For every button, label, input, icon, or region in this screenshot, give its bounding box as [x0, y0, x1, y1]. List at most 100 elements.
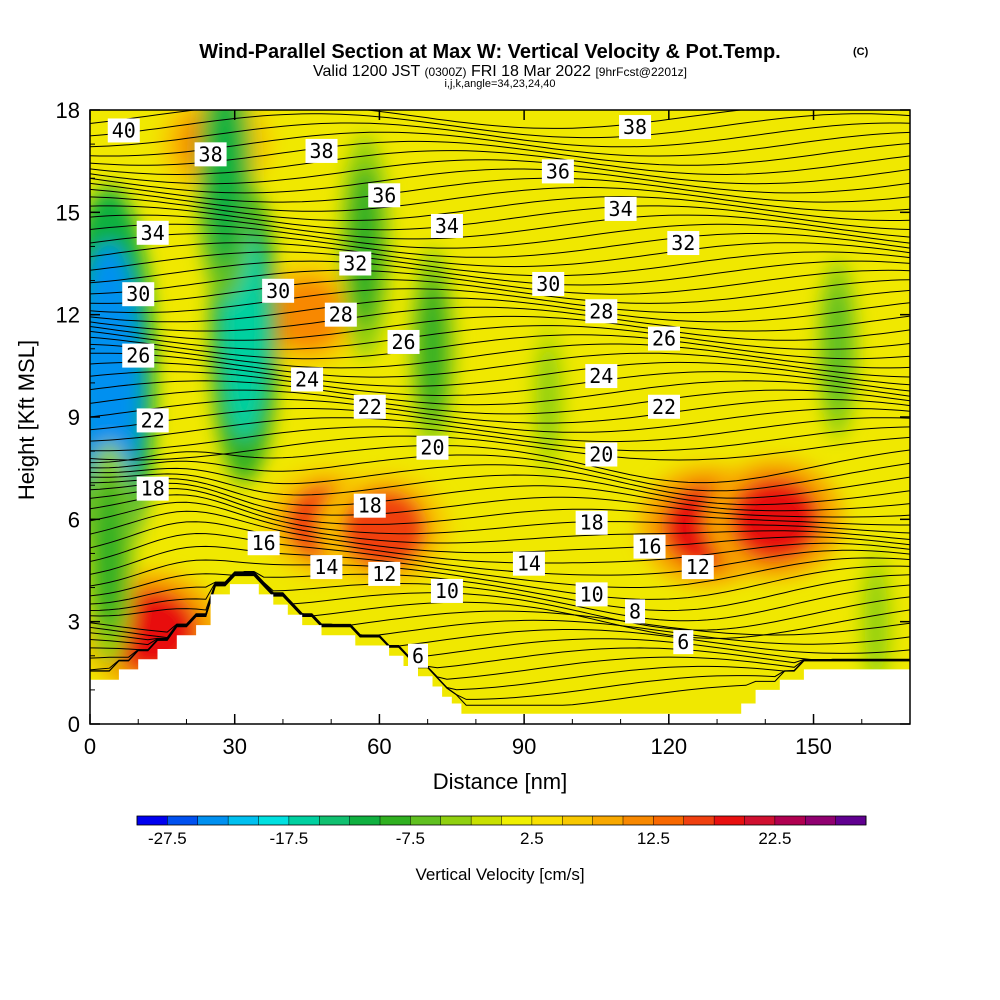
isentrope-line: [90, 113, 910, 139]
isentrope-label-text: 38: [199, 142, 223, 166]
isentrope-line: [90, 214, 910, 240]
colorbar-swatch: [288, 816, 320, 825]
isentrope-label-text: 26: [391, 330, 415, 354]
colorbar-swatch: [653, 816, 685, 825]
isentrope-line: [90, 545, 910, 588]
isentrope-label-box: [368, 183, 401, 208]
isentrope-line: [90, 380, 910, 406]
isentrope-label: 30: [262, 278, 295, 303]
downdraft-cell: [536, 343, 560, 456]
isentrope-line: [90, 361, 910, 387]
isentrope-line: [90, 122, 910, 148]
isentrope-label-box: [262, 278, 295, 303]
isentrope-label: 26: [648, 326, 680, 351]
isentrope-line: [90, 242, 910, 268]
isentrope-label-text: 22: [652, 395, 676, 419]
isentrope-label-box: [310, 555, 343, 580]
copyright-mark: (C): [853, 46, 869, 58]
y-axis-title: Height [Kft MSL]: [14, 340, 39, 500]
colorbar-tick-label: 2.5: [520, 829, 544, 848]
grid-info: i,j,k,angle=34,23,24,40: [444, 78, 555, 90]
isentrope-line: [90, 521, 910, 564]
isentrope-line: [90, 426, 910, 452]
isentrope-label-text: 6: [677, 630, 689, 654]
colorbar-swatch: [623, 816, 654, 825]
isentrope-label-box: [194, 142, 227, 167]
colorbar-swatch: [197, 816, 229, 825]
colorbar-tick-label: -7.5: [396, 829, 425, 848]
isentrope-label: 40: [107, 118, 140, 143]
isentrope-line: [90, 435, 910, 461]
colorbar-swatch: [167, 816, 199, 825]
isentrope-line: [90, 417, 910, 443]
isentrope-line: [90, 297, 910, 323]
isentrope-label: 22: [648, 394, 680, 419]
isentrope-label-box: [667, 231, 700, 256]
isentrope-line: [90, 177, 910, 203]
downdraft-cell: [417, 276, 448, 421]
isentrope-label-text: 12: [372, 562, 396, 586]
x-axis-title: Distance [nm]: [433, 769, 568, 794]
isentrope-line: [90, 140, 910, 166]
colorbar: [136, 815, 867, 826]
colorbar-swatch: [592, 816, 624, 825]
isentrope-label: 38: [305, 138, 338, 163]
isentrope-label-box: [305, 138, 338, 163]
isentrope-label-text: 6: [412, 644, 424, 668]
isentrope-line: [90, 325, 910, 351]
isentrope-label-text: 28: [329, 303, 353, 327]
isentrope-label-box: [532, 271, 565, 296]
subtitle-utc: (0300Z): [424, 65, 466, 79]
isentrope-line: [90, 315, 910, 341]
colorbar-swatch: [835, 816, 867, 825]
isentrope-label-text: 30: [126, 282, 150, 306]
isentrope-label: 24: [291, 367, 324, 392]
isentrope-label-box: [136, 476, 169, 501]
isentrope-label-box: [291, 367, 324, 392]
isentrope-label: 12: [681, 555, 714, 580]
isentrope-label: 18: [136, 476, 169, 501]
isentrope-label-box: [353, 493, 386, 518]
isentrope-line: [90, 478, 910, 512]
x-tick-label: 150: [795, 734, 832, 759]
isentrope-label-text: 30: [266, 279, 290, 303]
isentrope-label: 36: [541, 159, 574, 184]
isentrope-line: [90, 306, 910, 332]
isentrope-line: [90, 494, 910, 535]
isentrope-label-text: 38: [309, 139, 333, 163]
isentrope-label-text: 18: [141, 477, 165, 501]
isentrope-label-text: 24: [295, 367, 319, 391]
isentrope-line: [90, 571, 910, 622]
isentrope-label-text: 16: [637, 535, 661, 559]
isentrope-label-box: [585, 442, 618, 467]
colorbar-swatch: [805, 816, 837, 825]
isentrope-line: [90, 559, 910, 600]
isentrope-label: 10: [575, 582, 608, 607]
isentrope-label: 26: [122, 343, 155, 368]
isentrope-line: [90, 408, 910, 433]
colorbar-swatch: [137, 816, 168, 825]
isentrope-label-box: [604, 196, 637, 221]
isentrope-label: 20: [416, 435, 449, 460]
isentrope-label-box: [136, 408, 169, 433]
isentrope-label: 10: [430, 578, 463, 603]
isentrope-label-text: 34: [141, 221, 165, 245]
plot-area: 40 38 38 38 36 36 34 34 34 32 32 30 30 30 28 28 26 26 26 24…: [90, 110, 910, 724]
isentrope-label-box: [673, 630, 694, 655]
isentrope-line: [90, 532, 910, 576]
isentrope-line: [90, 186, 910, 212]
isentrope-line: [90, 571, 910, 612]
chart-subtitle: Valid 1200 JST (0300Z) FRI 18 Mar 2022 […: [313, 63, 687, 80]
x-axis: 0 30 60 90 120 150: [84, 110, 911, 759]
isentrope-label-box: [339, 251, 372, 276]
colorbar-swatch: [471, 816, 502, 825]
colorbar-swatch: [258, 816, 290, 825]
isentrope-label-box: [416, 435, 449, 460]
isentrope-line: [90, 445, 910, 484]
isentrope-label-text: 18: [580, 511, 604, 535]
subtitle-valid: Valid 1200 JST: [313, 63, 421, 80]
subtitle-date: FRI 18 Mar 2022: [471, 63, 591, 80]
isentrope-label-text: 28: [589, 299, 613, 323]
isentrope-line: [90, 488, 910, 526]
isentrope-label: 34: [430, 213, 463, 238]
